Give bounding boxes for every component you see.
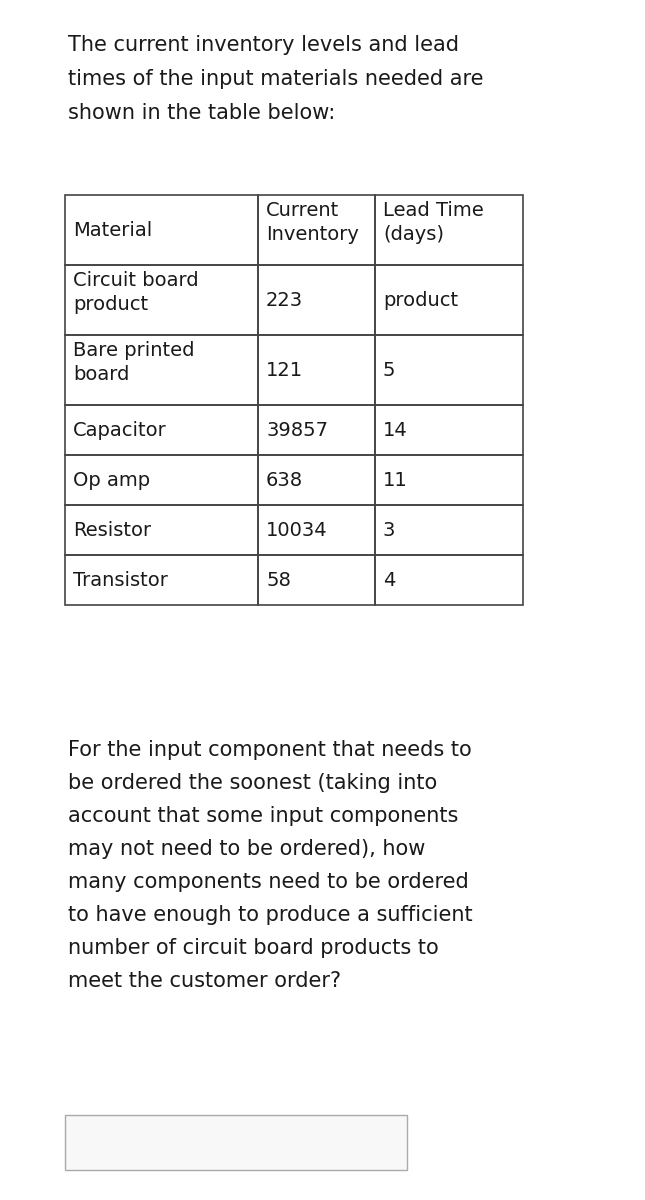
Bar <box>258 554 375 605</box>
Text: The current inventory levels and lead: The current inventory levels and lead <box>68 35 459 55</box>
Bar <box>258 404 375 455</box>
Text: Lead Time
(days): Lead Time (days) <box>383 200 484 245</box>
Text: Current
Inventory: Current Inventory <box>266 200 359 245</box>
Bar <box>375 194 523 265</box>
Bar <box>258 335 375 404</box>
Text: 14: 14 <box>383 420 408 439</box>
Bar <box>375 505 523 554</box>
Text: times of the input materials needed are: times of the input materials needed are <box>68 68 484 89</box>
Text: Transistor: Transistor <box>73 570 168 589</box>
Bar <box>65 194 258 265</box>
Bar <box>258 265 375 335</box>
Text: 4: 4 <box>383 570 395 589</box>
Bar <box>65 1115 407 1170</box>
Text: Bare printed
board: Bare printed board <box>73 341 195 384</box>
Text: to have enough to produce a sufficient: to have enough to produce a sufficient <box>68 905 473 925</box>
Text: meet the customer order?: meet the customer order? <box>68 971 341 991</box>
Bar <box>375 335 523 404</box>
Bar <box>258 505 375 554</box>
Text: Capacitor: Capacitor <box>73 420 167 439</box>
Bar <box>375 554 523 605</box>
Text: 11: 11 <box>383 470 408 490</box>
Text: 5: 5 <box>383 360 395 379</box>
Bar <box>65 335 258 404</box>
Text: 3: 3 <box>383 521 395 540</box>
Text: many components need to be ordered: many components need to be ordered <box>68 872 469 892</box>
Text: shown in the table below:: shown in the table below: <box>68 103 335 122</box>
Text: 39857: 39857 <box>266 420 328 439</box>
Bar <box>375 404 523 455</box>
Text: Op amp: Op amp <box>73 470 150 490</box>
Text: 58: 58 <box>266 570 291 589</box>
Text: Resistor: Resistor <box>73 521 151 540</box>
Bar <box>65 554 258 605</box>
Bar <box>65 265 258 335</box>
Text: 638: 638 <box>266 470 303 490</box>
Bar <box>258 455 375 505</box>
Text: Material: Material <box>73 221 152 240</box>
Bar <box>65 404 258 455</box>
Text: number of circuit board products to: number of circuit board products to <box>68 938 439 958</box>
Bar <box>65 455 258 505</box>
Text: account that some input components: account that some input components <box>68 806 459 826</box>
Text: For the input component that needs to: For the input component that needs to <box>68 740 471 760</box>
Text: 121: 121 <box>266 360 303 379</box>
Bar <box>375 455 523 505</box>
Bar <box>375 265 523 335</box>
Bar <box>65 505 258 554</box>
Text: be ordered the soonest (taking into: be ordered the soonest (taking into <box>68 773 437 793</box>
Bar <box>258 194 375 265</box>
Text: Circuit board
product: Circuit board product <box>73 271 199 314</box>
Text: 223: 223 <box>266 290 303 310</box>
Text: product: product <box>383 290 458 310</box>
Text: may not need to be ordered), how: may not need to be ordered), how <box>68 839 425 859</box>
Text: 10034: 10034 <box>266 521 328 540</box>
